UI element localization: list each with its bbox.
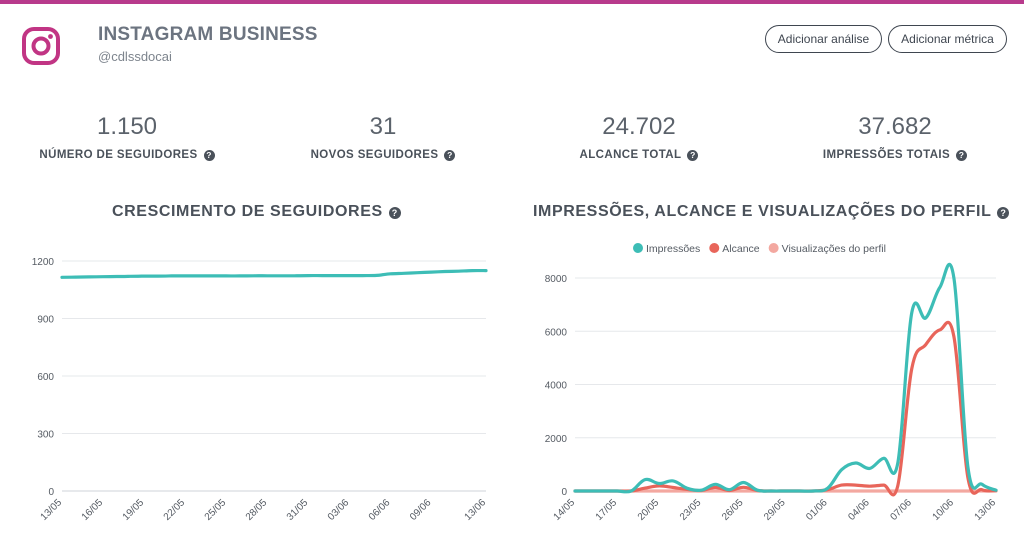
x-tick-label: 17/05 [594, 497, 620, 523]
x-tick-label: 28/05 [244, 497, 270, 523]
kpi-label: NÚMERO DE SEGUIDORES? [7, 149, 247, 161]
x-tick-label: 13/06 [463, 497, 489, 523]
x-tick-label: 13/05 [39, 497, 65, 523]
x-tick-label: 03/06 [326, 497, 352, 523]
series-line [60, 268, 488, 279]
y-tick-label: 1200 [32, 257, 55, 268]
instagram-icon [22, 27, 60, 65]
x-tick-label: 16/05 [80, 497, 106, 523]
y-tick-label: 600 [37, 372, 54, 383]
y-tick-label: 300 [37, 430, 54, 441]
x-tick-label: 25/05 [203, 497, 229, 523]
kpi-label: IMPRESSÕES TOTAIS? [775, 149, 1015, 161]
x-tick-label: 04/06 [846, 497, 872, 523]
y-tick-label: 0 [561, 487, 567, 498]
legend-marker [709, 243, 720, 253]
top-accent-bar [0, 0, 1024, 4]
add-metric-button[interactable]: Adicionar métrica [888, 25, 1007, 53]
x-tick-label: 20/05 [636, 497, 662, 523]
y-tick-label: 900 [37, 315, 54, 326]
account-type-title: INSTAGRAM BUSINESS [98, 24, 318, 45]
kpi-value: 37.682 [858, 113, 932, 140]
kpi-followers: 1.150 NÚMERO DE SEGUIDORES? [7, 113, 247, 161]
x-tick-label: 29/05 [762, 497, 788, 523]
x-tick-label: 06/06 [367, 497, 393, 523]
help-icon[interactable]: ? [444, 150, 456, 161]
help-icon[interactable]: ? [388, 207, 401, 219]
y-tick-label: 4000 [545, 381, 568, 392]
impressions-chart-title: IMPRESSÕES, ALCANCE E VISUALIZAÇÕES DO P… [533, 203, 1010, 221]
x-tick-label: 22/05 [162, 497, 188, 523]
x-tick-label: 14/05 [552, 497, 578, 523]
y-tick-label: 8000 [545, 274, 568, 285]
help-icon[interactable]: ? [687, 150, 699, 161]
x-tick-label: 09/06 [408, 497, 434, 523]
kpi-label: ALCANCE TOTAL? [519, 149, 759, 161]
kpi-label: NOVOS SEGUIDORES? [263, 149, 503, 161]
kpi-total-impressions: 37.682 IMPRESSÕES TOTAIS? [775, 113, 1015, 161]
x-tick-label: 23/05 [678, 497, 704, 523]
legend-marker [768, 243, 779, 253]
legend-label: Impressões [646, 243, 700, 255]
y-tick-label: 6000 [545, 327, 568, 338]
x-tick-label: 26/05 [720, 497, 746, 523]
help-icon[interactable]: ? [956, 150, 968, 161]
x-tick-label: 01/06 [804, 497, 830, 523]
legend-label: Alcance [722, 243, 760, 255]
series-line [573, 262, 998, 494]
y-tick-label: 2000 [545, 434, 568, 445]
followers-chart-title: CRESCIMENTO DE SEGUIDORES? [112, 203, 401, 221]
x-tick-label: 31/05 [285, 497, 311, 523]
series-line [573, 320, 998, 497]
kpi-value: 1.150 [96, 113, 158, 140]
kpi-value: 31 [369, 113, 397, 140]
kpi-new-followers: 31 NOVOS SEGUIDORES? [263, 113, 503, 161]
x-tick-label: 19/05 [121, 497, 147, 523]
add-analysis-button[interactable]: Adicionar análise [765, 25, 882, 53]
x-tick-label: 13/06 [973, 497, 999, 523]
account-handle: @cdlssdocai [98, 49, 172, 64]
help-icon[interactable]: ? [203, 150, 215, 161]
kpi-value: 24.702 [602, 113, 676, 140]
followers-growth-chart: 0 300 600 900 1200 13/05 16/05 19/05 22/05 25/05 2… [32, 257, 489, 523]
y-tick-label: 0 [48, 487, 54, 498]
legend-marker [633, 243, 643, 253]
legend-label: Visualizações do perfil [782, 243, 886, 255]
impressions-reach-chart: 0 2000 4000 6000 8000 14/05 17/05 20/05 23/05 26/… [545, 243, 999, 523]
x-tick-label: 07/06 [888, 497, 914, 523]
kpi-total-reach: 24.702 ALCANCE TOTAL? [519, 113, 759, 161]
help-icon[interactable]: ? [997, 207, 1010, 219]
x-tick-label: 10/06 [931, 497, 957, 523]
